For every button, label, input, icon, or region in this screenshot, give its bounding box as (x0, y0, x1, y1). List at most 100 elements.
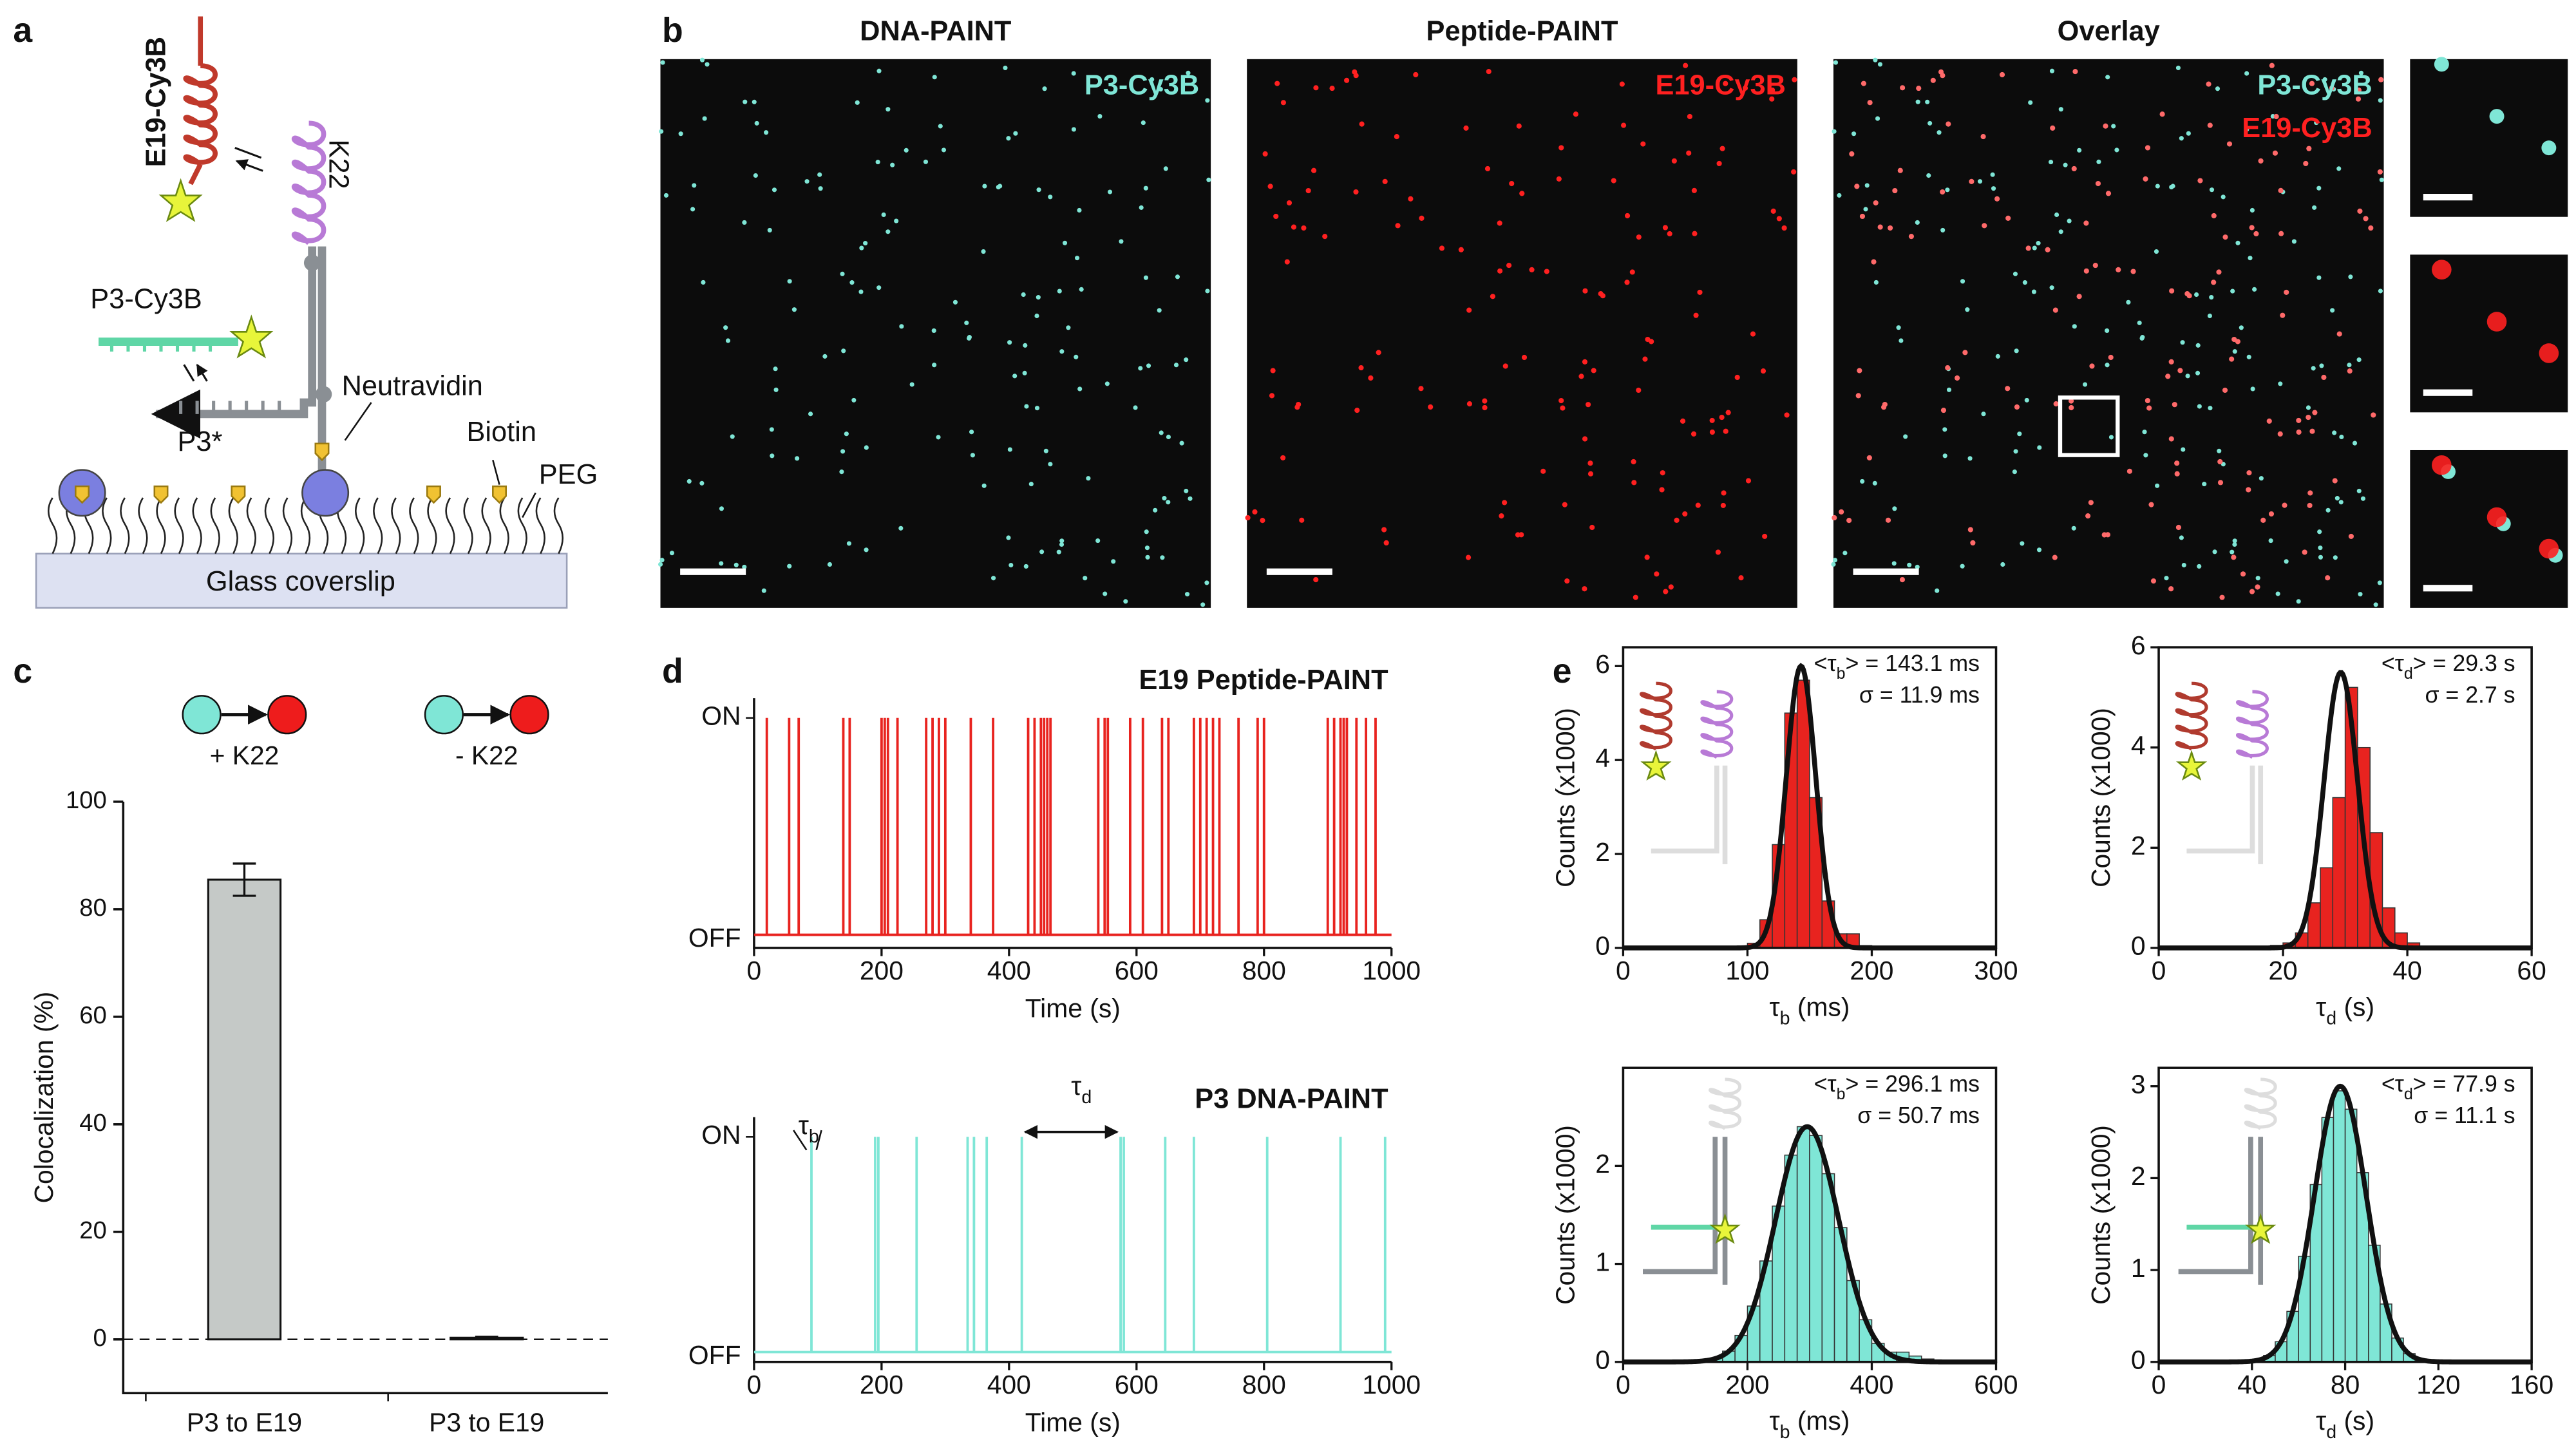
spot (1107, 189, 1113, 194)
x-tick-label: P3 to E19 (187, 1408, 302, 1437)
y-tick-label: 0 (2131, 1345, 2146, 1375)
x-tick-label: 400 (1850, 1370, 1893, 1399)
spot (1273, 213, 1279, 220)
spot (2170, 184, 2175, 189)
spot (2145, 145, 2151, 151)
spot (2371, 412, 2376, 418)
spot (2259, 476, 2264, 481)
spot (1587, 471, 1594, 477)
spot (1313, 577, 1319, 583)
spot (1716, 160, 1722, 167)
spot (859, 245, 864, 251)
x-tick-label: 600 (1115, 1370, 1159, 1399)
spot (2296, 429, 2302, 435)
spot (1056, 549, 1061, 554)
spot (2177, 368, 2183, 374)
x-tick-label: 200 (860, 956, 904, 985)
spot (2318, 545, 2323, 551)
spot (1034, 406, 1040, 411)
spot (2077, 147, 2082, 153)
y-tick-label: 2 (1595, 1149, 1610, 1179)
spot (1942, 427, 1947, 432)
spot (876, 68, 882, 73)
spot (2013, 449, 2018, 454)
spot (1184, 357, 1189, 363)
spot (678, 131, 683, 137)
spot (1497, 268, 1503, 274)
spot (1897, 167, 1903, 173)
spot (1048, 194, 1053, 200)
spot (841, 348, 846, 354)
micrograph (1833, 59, 2384, 608)
spot (1734, 374, 1740, 381)
spot (1760, 368, 1766, 374)
spot (2322, 77, 2327, 82)
spot (2143, 176, 2148, 182)
spot (1519, 191, 1525, 196)
spot (981, 483, 987, 488)
spot (1907, 562, 1912, 567)
spot (2076, 294, 2082, 299)
spot (2022, 280, 2027, 285)
spot (1299, 517, 1305, 523)
spot (1715, 549, 1721, 555)
spot (2317, 529, 2322, 535)
spot (1039, 549, 1045, 554)
spot (1839, 509, 1844, 515)
spot (1770, 208, 1776, 214)
spot (787, 564, 792, 569)
scale-bar (1853, 568, 1919, 575)
spot (1158, 87, 1163, 92)
spot (1166, 434, 1171, 440)
spot (2174, 460, 2180, 466)
spot (1408, 196, 1414, 202)
spot (1083, 576, 1088, 581)
legend: E19-Cy3B (2242, 113, 2372, 144)
spot (773, 366, 778, 372)
spot (1036, 295, 1041, 300)
spot (1967, 527, 1973, 533)
spot (2088, 500, 2094, 506)
spot (2319, 363, 2324, 368)
spot (1691, 187, 1697, 193)
spot (2221, 194, 2226, 200)
spot (2150, 578, 2157, 584)
spot (2032, 245, 2037, 251)
spot (2108, 435, 2114, 440)
label-p3: P3-Cy3B (90, 283, 202, 314)
spot (1981, 412, 1986, 417)
spot (1770, 87, 1776, 93)
spot (1012, 374, 1018, 379)
spot (692, 183, 697, 188)
spot (2052, 554, 2058, 560)
spot (1354, 407, 1360, 413)
spot (660, 60, 665, 65)
spot (1636, 387, 1642, 393)
condition-icon (267, 695, 307, 735)
spot (1991, 186, 1996, 191)
x-tick-label: 1000 (1362, 1370, 1421, 1399)
spot (2045, 247, 2050, 252)
spot (2325, 575, 2331, 581)
stat-mean-part: > = 143.1 ms (1846, 651, 1980, 677)
spot (2333, 555, 2338, 560)
spot (1945, 365, 1951, 371)
spot (2209, 295, 2214, 300)
spot (2114, 147, 2119, 153)
spot (2312, 205, 2317, 210)
spot (804, 179, 810, 184)
spot (2368, 225, 2374, 231)
panel-label: c (13, 652, 32, 690)
spot (1587, 460, 1593, 466)
spot (2207, 122, 2213, 128)
spot (1352, 69, 1358, 75)
spot (1034, 313, 1039, 319)
spot (1791, 169, 1797, 175)
spot (2432, 455, 2452, 475)
spot (1159, 430, 1164, 435)
spot (1899, 338, 1904, 343)
spot (899, 324, 904, 329)
spot (2336, 331, 2342, 337)
spot (1003, 65, 1008, 70)
spot (1162, 496, 1167, 501)
